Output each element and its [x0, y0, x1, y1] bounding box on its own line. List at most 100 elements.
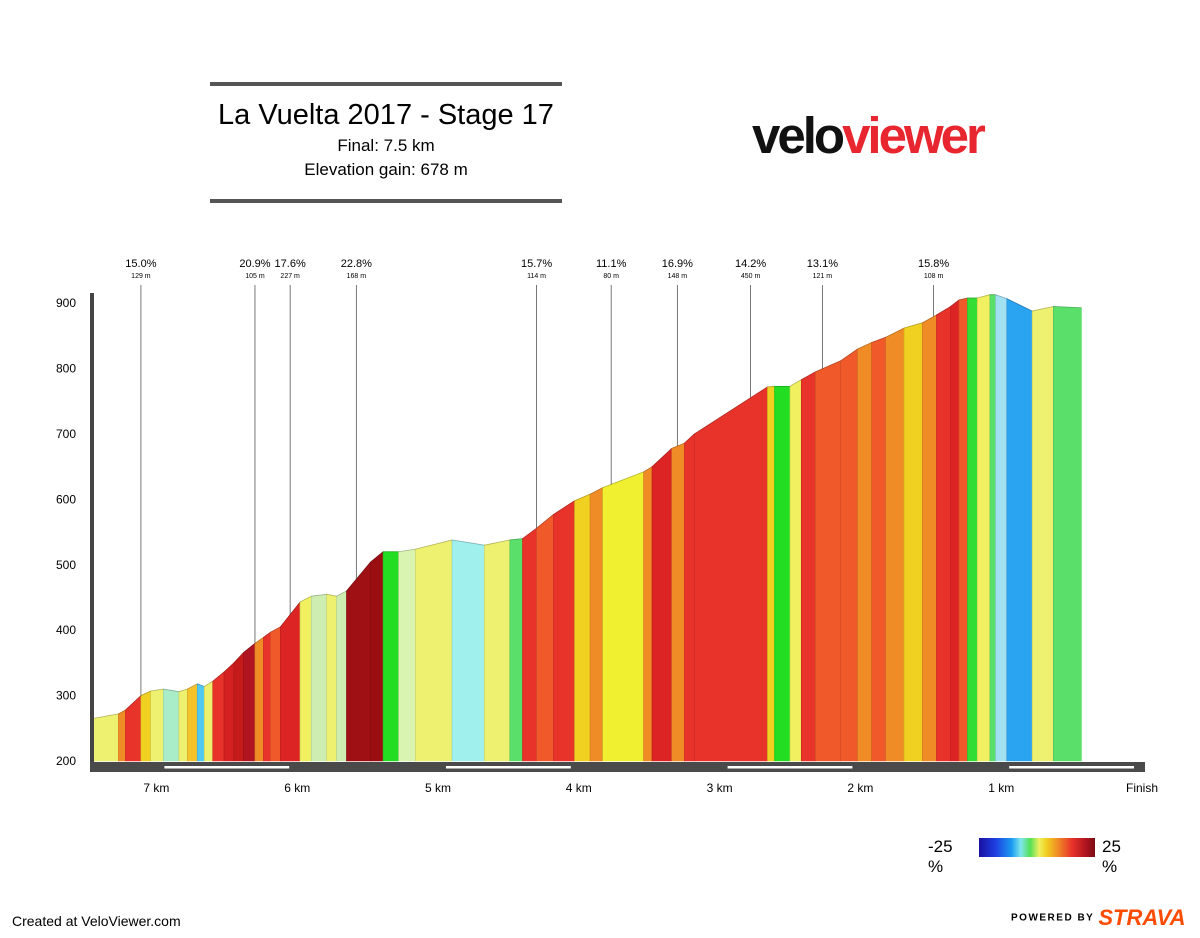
- annotation-length: 450 m: [741, 273, 761, 280]
- profile-segment: [243, 642, 256, 762]
- profile-segment: [589, 487, 604, 762]
- title-bottom-rule: [210, 199, 562, 203]
- profile-segment: [150, 688, 164, 762]
- annotation-grade: 11.1%: [596, 258, 627, 270]
- profile-segment: [484, 539, 511, 762]
- x-tick-label: 4 km: [566, 781, 592, 795]
- profile-segment: [936, 305, 951, 762]
- profile-segment: [263, 631, 271, 762]
- profile-segment: [233, 651, 244, 762]
- annotation-length: 148 m: [668, 273, 688, 280]
- annotation-grade: 20.9%: [239, 258, 270, 270]
- profile-segment: [203, 680, 214, 762]
- profile-segment: [280, 601, 301, 762]
- profile-segment: [140, 690, 152, 762]
- profile-segment: [995, 294, 1008, 762]
- profile-segment: [789, 379, 802, 762]
- profile-segment: [1031, 306, 1054, 762]
- legend-max-label: 25 %: [1102, 837, 1121, 876]
- powered-by-label: POWERED BY: [1011, 912, 1095, 924]
- annotation-length: 129 m: [131, 273, 151, 280]
- annotation-length: 80 m: [603, 273, 619, 280]
- profile-segment: [299, 595, 312, 762]
- annotation-grade: 16.9%: [662, 258, 693, 270]
- title-top-rule: [210, 82, 562, 86]
- logo-velo: velo: [752, 107, 845, 164]
- profile-segment: [336, 590, 347, 762]
- profile-segment: [326, 593, 337, 762]
- profile-segment: [840, 348, 858, 762]
- x-tick-label: 3 km: [707, 781, 733, 795]
- x-tick-label: 5 km: [425, 781, 451, 795]
- annotation-grade: 15.8%: [918, 258, 949, 270]
- profile-segment: [800, 371, 816, 762]
- strava-logo: STRAVA: [1098, 905, 1186, 930]
- profile-segment: [270, 626, 281, 762]
- profile-segment: [125, 694, 142, 762]
- profile-segment: [370, 551, 384, 762]
- x-axis-km-marker: [164, 766, 290, 769]
- distance-subtitle: Final: 7.5 km: [337, 136, 435, 155]
- profile-segment: [196, 683, 205, 762]
- x-axis-km-marker: [446, 766, 571, 769]
- elevation-gain-subtitle: Elevation gain: 678 m: [304, 160, 468, 179]
- profile-segment: [684, 433, 695, 762]
- annotation-grade: 14.2%: [735, 258, 766, 270]
- profile-segment: [346, 561, 371, 762]
- profile-segment: [950, 299, 960, 762]
- profile-segment: [903, 322, 923, 762]
- profile-segment: [382, 551, 399, 762]
- legend-min-label: -25 %: [928, 837, 953, 876]
- profile-segment: [857, 341, 872, 762]
- x-tick-label: Finish: [1126, 781, 1158, 795]
- profile-segment: [536, 513, 554, 762]
- x-tick-label: 1 km: [988, 781, 1014, 795]
- credit-text: Created at VeloViewer.com: [12, 913, 181, 929]
- veloviewer-logo: veloviewer: [752, 107, 986, 164]
- legend-color-bar: [979, 838, 1095, 857]
- strava-badge: POWERED BY STRAVA: [1011, 905, 1186, 931]
- annotation-length: 168 m: [347, 273, 367, 280]
- x-tick-label: 6 km: [284, 781, 310, 795]
- profile-segment: [310, 593, 328, 762]
- profile-segment: [415, 539, 453, 762]
- x-axis-km-marker: [1009, 766, 1134, 769]
- title-block: La Vuelta 2017 - Stage 17 Final: 7.5 km …: [210, 82, 562, 204]
- profile-segment: [671, 442, 685, 762]
- profile-segment: [574, 493, 591, 762]
- profile-segment: [643, 466, 653, 762]
- annotation-length: 121 m: [813, 273, 833, 280]
- profile-segment: [178, 688, 188, 762]
- y-tick-label: 700: [56, 427, 76, 441]
- climb-annotations: 15.0% 129 m 20.9% 105 m 17.6% 227 m 22.8% 168 m…: [125, 258, 949, 696]
- annotation-length: 105 m: [245, 273, 265, 280]
- profile-segment: [976, 294, 991, 762]
- profile-segment: [767, 385, 775, 762]
- profile-segment: [223, 662, 235, 762]
- annotation-grade: 15.7%: [521, 258, 552, 270]
- profile-segment: [885, 327, 905, 762]
- logo-viewer: viewer: [842, 107, 986, 164]
- axes: 200 300 400 500 600 700 800 900 7 km 6 km 5 km 4 km…: [56, 293, 1158, 795]
- profile-segment: [1053, 306, 1082, 762]
- profile-segment: [602, 471, 644, 762]
- profile-segment: [212, 671, 225, 762]
- x-axis-bar: [90, 762, 1145, 772]
- profile-segment: [967, 297, 978, 762]
- profile-segment: [522, 527, 537, 762]
- profile-segment: [871, 336, 887, 762]
- y-axis-line: [90, 293, 94, 768]
- profile-segment: [651, 447, 673, 762]
- profile-segment: [1006, 298, 1033, 762]
- annotation-grade: 15.0%: [125, 258, 156, 270]
- x-axis-km-marker: [727, 766, 853, 769]
- y-tick-label: 400: [56, 623, 76, 637]
- profile-segment: [92, 713, 119, 762]
- profile-segment: [509, 538, 523, 762]
- annotation-length: 108 m: [924, 273, 944, 280]
- profile-segment: [451, 539, 485, 762]
- annotation-grade: 22.8%: [341, 258, 372, 270]
- profile-segment: [958, 297, 968, 762]
- chart-title: La Vuelta 2017 - Stage 17: [218, 99, 554, 131]
